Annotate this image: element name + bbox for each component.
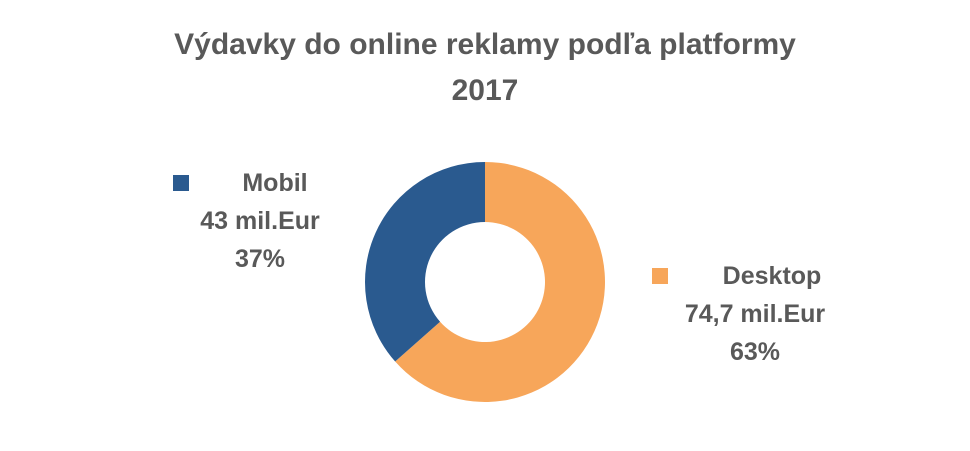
slice-percent-desktop: 63% [729, 338, 781, 366]
donut-slice-mobil [365, 162, 485, 362]
slice-name-mobil: Mobil [242, 169, 308, 197]
slice-label-mobil: Mobil 43 mil.Eur 37% [165, 164, 355, 278]
slice-value-desktop: 74,7 mil.Eur [684, 300, 826, 328]
chart-title-line-2: 2017 [451, 74, 519, 107]
slice-value-mobil: 43 mil.Eur [200, 207, 320, 235]
chart-title-line-1: Výdavky do online reklamy podľa platform… [174, 28, 796, 61]
legend-key-desktop [652, 268, 668, 284]
slice-name-desktop: Desktop [722, 262, 822, 290]
slice-label-desktop: Desktop 74,7 mil.Eur 63% [640, 257, 870, 371]
slice-percent-mobil: 37% [234, 245, 286, 273]
donut-slice-desktop [395, 162, 605, 403]
legend-key-mobil [173, 175, 189, 191]
chart-title: Výdavky do online reklamy podľa platform… [0, 22, 970, 114]
